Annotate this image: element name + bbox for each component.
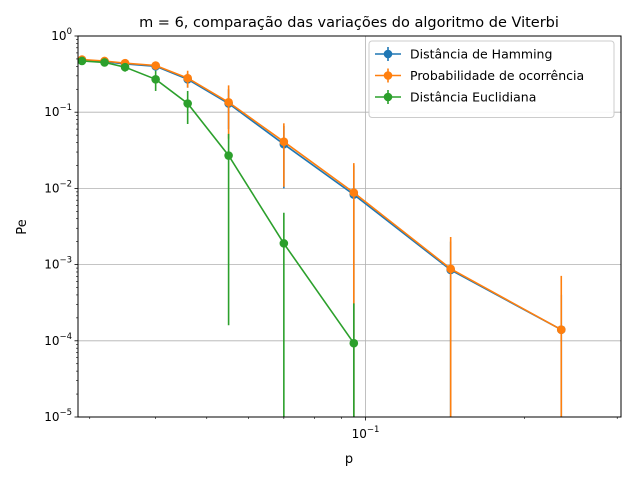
y-tick-label: 100 [51,27,72,43]
y-tick-label: 10−1 [44,103,72,119]
data-point [120,62,130,72]
data-point [446,264,455,274]
legend-label: Distância Euclidiana [410,90,536,105]
legend-handle [375,47,401,61]
data-point [183,73,192,83]
legend-marker [383,71,393,80]
data-point [151,61,160,70]
legend-label: Distância de Hamming [410,47,552,62]
legend-box [368,40,615,118]
y-tick-label: 10−2 [44,179,72,195]
legend-handle [375,68,401,83]
y-tick-label: 10−3 [44,256,72,272]
data-point [349,338,359,348]
data-point [151,75,160,84]
legend-handle [375,90,401,104]
y-tick-label: 10−4 [44,332,72,348]
data-point [77,56,87,66]
legend-marker [383,49,393,59]
plot-frame [77,35,622,418]
y-axis-label: Pe [15,219,30,234]
chart-title: m = 6, comparação das variações do algor… [139,15,559,31]
series-layer [77,55,566,417]
data-point [556,325,566,334]
legend-marker [383,92,393,102]
data-point [349,188,359,197]
x-axis-label: p [345,452,353,467]
series-3 [77,56,359,417]
y-tick-label: 10−5 [44,408,72,424]
data-point [224,97,233,107]
series-line [81,58,562,331]
data-point [224,151,233,160]
data-point [183,99,192,108]
data-point [100,58,109,67]
legend-label: Probabilidade de ocorrência [410,68,584,83]
legend: Distância de Hamming Probabilidade de oco… [368,40,615,118]
data-point [279,239,289,248]
axis-ticks: 10−5 10−4 10−3 10−2 10−1 100 10−1 [44,27,618,441]
x-tick-label: 10−1 [352,425,380,441]
data-point [279,137,289,147]
